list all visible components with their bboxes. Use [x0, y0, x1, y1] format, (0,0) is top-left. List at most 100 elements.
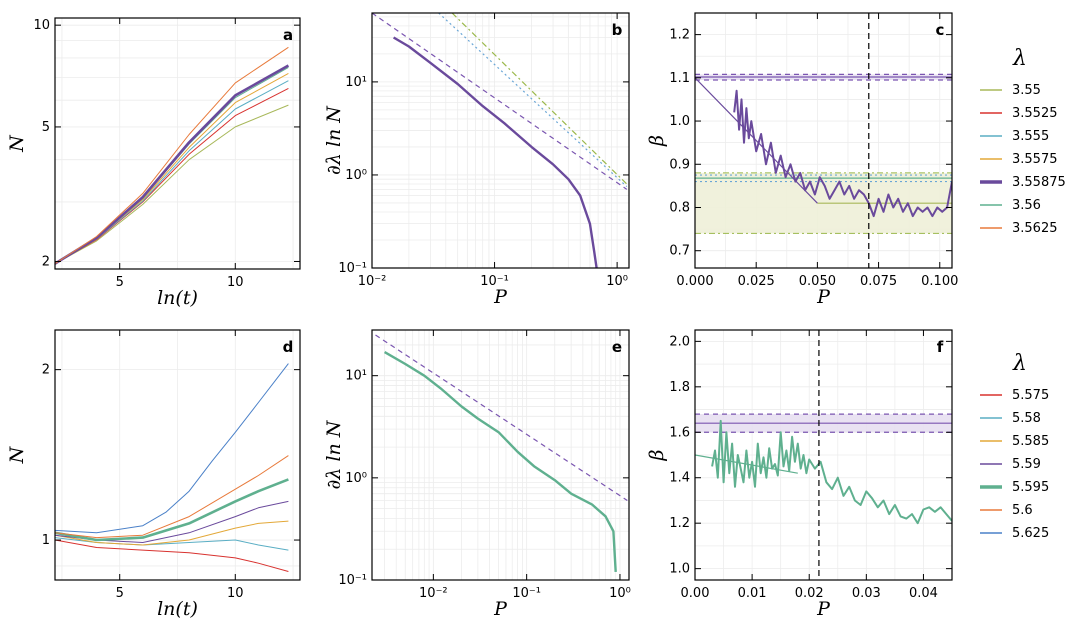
y-tick-label: 1.1: [669, 71, 690, 86]
y-tick-label: 0.9: [669, 157, 690, 172]
x-tick-label: 0.01: [738, 586, 767, 601]
y-tick-label: 10⁰: [345, 168, 367, 183]
series-line-e-0: [384, 351, 617, 572]
x-tick-label: 10⁻¹: [512, 586, 541, 601]
x-axis-label: P: [816, 598, 831, 620]
panel-a: 5 10 2 5 10 ln(t) Na: [6, 17, 301, 309]
legend-title: λ: [1012, 351, 1027, 376]
legend-label: 5.6: [1012, 503, 1033, 518]
plot-area: [55, 46, 290, 265]
x-tick-label: 5: [116, 275, 124, 290]
series-line-3.55: [55, 104, 289, 265]
series-line-f-0: [695, 454, 798, 474]
series-line-3.56: [55, 66, 289, 265]
grid: [55, 330, 300, 580]
axes-frame: [54, 17, 301, 270]
y-axis-label: β: [646, 135, 668, 147]
series-line-5.6: [55, 455, 289, 539]
grid: [55, 18, 300, 269]
series-line-3.5575: [55, 72, 289, 265]
legend-label: 5.625: [1012, 526, 1049, 541]
legend-label: 5.585: [1012, 434, 1049, 449]
x-tick-label: 0.04: [909, 586, 938, 601]
panel-d: 5 10 1 2 ln(t) Nd: [6, 329, 301, 620]
series-line-5.625: [55, 363, 289, 534]
x-tick-label: 0.02: [795, 586, 824, 601]
panel-letter: e: [612, 338, 622, 356]
y-tick-label: 10¹: [345, 75, 367, 90]
x-tick-label: 10⁻²: [358, 274, 387, 289]
series-line-b-1: [372, 13, 628, 190]
x-tick-label: 5: [116, 586, 124, 601]
legend-label: 3.56: [1012, 198, 1041, 213]
legend-label: 5.59: [1012, 457, 1041, 472]
legend-label: 5.595: [1012, 480, 1049, 495]
panel-letter: a: [283, 26, 293, 44]
y-axis-label: β: [646, 449, 668, 461]
series-line-b-0: [392, 36, 598, 268]
legend-label: 3.555: [1012, 129, 1049, 144]
x-tick-label: 0.000: [676, 274, 713, 289]
y-tick-label: 0.8: [669, 200, 690, 215]
x-tick-label: 10⁰: [606, 274, 628, 289]
series-line-3.5525: [55, 87, 289, 265]
y-tick-label: 2: [42, 254, 50, 269]
axes-frame: [371, 329, 630, 581]
x-tick-label: 0.025: [738, 274, 775, 289]
series-line-5.585: [55, 520, 289, 546]
x-tick-label: 10: [227, 275, 244, 290]
y-tick-label: 0.7: [669, 244, 690, 259]
y-tick-label: 10¹: [345, 369, 367, 384]
x-tick-label: 0.100: [921, 274, 958, 289]
axes-frame: [694, 12, 953, 269]
panel-letter: d: [283, 338, 294, 356]
legend-top: λ 3.55 3.5525 3.555 3.5575 3.55875 3.56 3.5625: [980, 46, 1066, 236]
y-tick-label: 1.2: [669, 28, 690, 43]
y-tick-label: 1.6: [669, 425, 690, 440]
panel-f: 0.00 0.01 0.02 0.03 0.04 1.0 1.2 1.4 1.6 1.8 2.0 Pβ…: [646, 329, 953, 620]
plot-area: [375, 334, 628, 572]
y-tick-label: 10: [33, 18, 50, 33]
series-line-e-1: [375, 334, 628, 502]
series-line-3.55875: [55, 64, 290, 265]
x-tick-label: 10: [227, 586, 244, 601]
panel-e: 10⁻² 10⁻¹ 10⁰ 10⁻¹ 10⁰ 10¹ P ∂λ ln N e: [323, 329, 631, 620]
legend-label: 3.5525: [1012, 106, 1058, 121]
series-line-b-3: [451, 13, 628, 185]
axes-frame: [371, 12, 630, 269]
legend-label: 3.5575: [1012, 152, 1058, 167]
legend-label: 3.55875: [1012, 175, 1066, 190]
y-axis-label: ∂λ ln N: [323, 105, 345, 175]
x-tick-label: 10⁰: [609, 586, 631, 601]
x-tick-label: 0.03: [852, 586, 881, 601]
y-tick-label: 1: [42, 533, 50, 548]
x-tick-label: 10⁻²: [419, 586, 448, 601]
y-tick-label: 2.0: [669, 334, 690, 349]
y-tick-label: 1.4: [669, 471, 690, 486]
axes-frame: [694, 329, 953, 581]
legend-label: 5.58: [1012, 411, 1041, 426]
legend-title: λ: [1012, 46, 1027, 71]
series-line-c-1: [695, 77, 818, 204]
legend-label: 3.5625: [1012, 221, 1058, 236]
y-tick-label: 1.0: [669, 562, 690, 577]
legend-label: 5.575: [1012, 388, 1049, 403]
x-tick-label: 0.050: [799, 274, 836, 289]
y-axis-label: ∂λ ln N: [323, 419, 345, 489]
series-line-5.575: [55, 539, 289, 572]
panel-letter: f: [937, 338, 944, 356]
y-tick-label: 1.2: [669, 516, 690, 531]
y-tick-label: 5: [42, 120, 50, 135]
y-tick-label: 1.0: [669, 114, 690, 129]
y-axis-label: N: [6, 134, 28, 153]
panel-c: 0.000 0.025 0.050 0.075 0.100 0.7 0.8 0.9 1.0 1.1…: [646, 12, 958, 308]
series-line-3.5625: [55, 46, 289, 265]
y-tick-label: 1.8: [669, 380, 690, 395]
x-tick-label: 10⁻¹: [480, 274, 509, 289]
panel-letter: b: [612, 21, 623, 39]
plot-area: [695, 13, 952, 268]
x-axis-label: P: [493, 286, 508, 308]
series-line-b-2: [438, 13, 628, 188]
x-tick-label: 0.00: [681, 586, 710, 601]
x-axis-label: P: [493, 598, 508, 620]
